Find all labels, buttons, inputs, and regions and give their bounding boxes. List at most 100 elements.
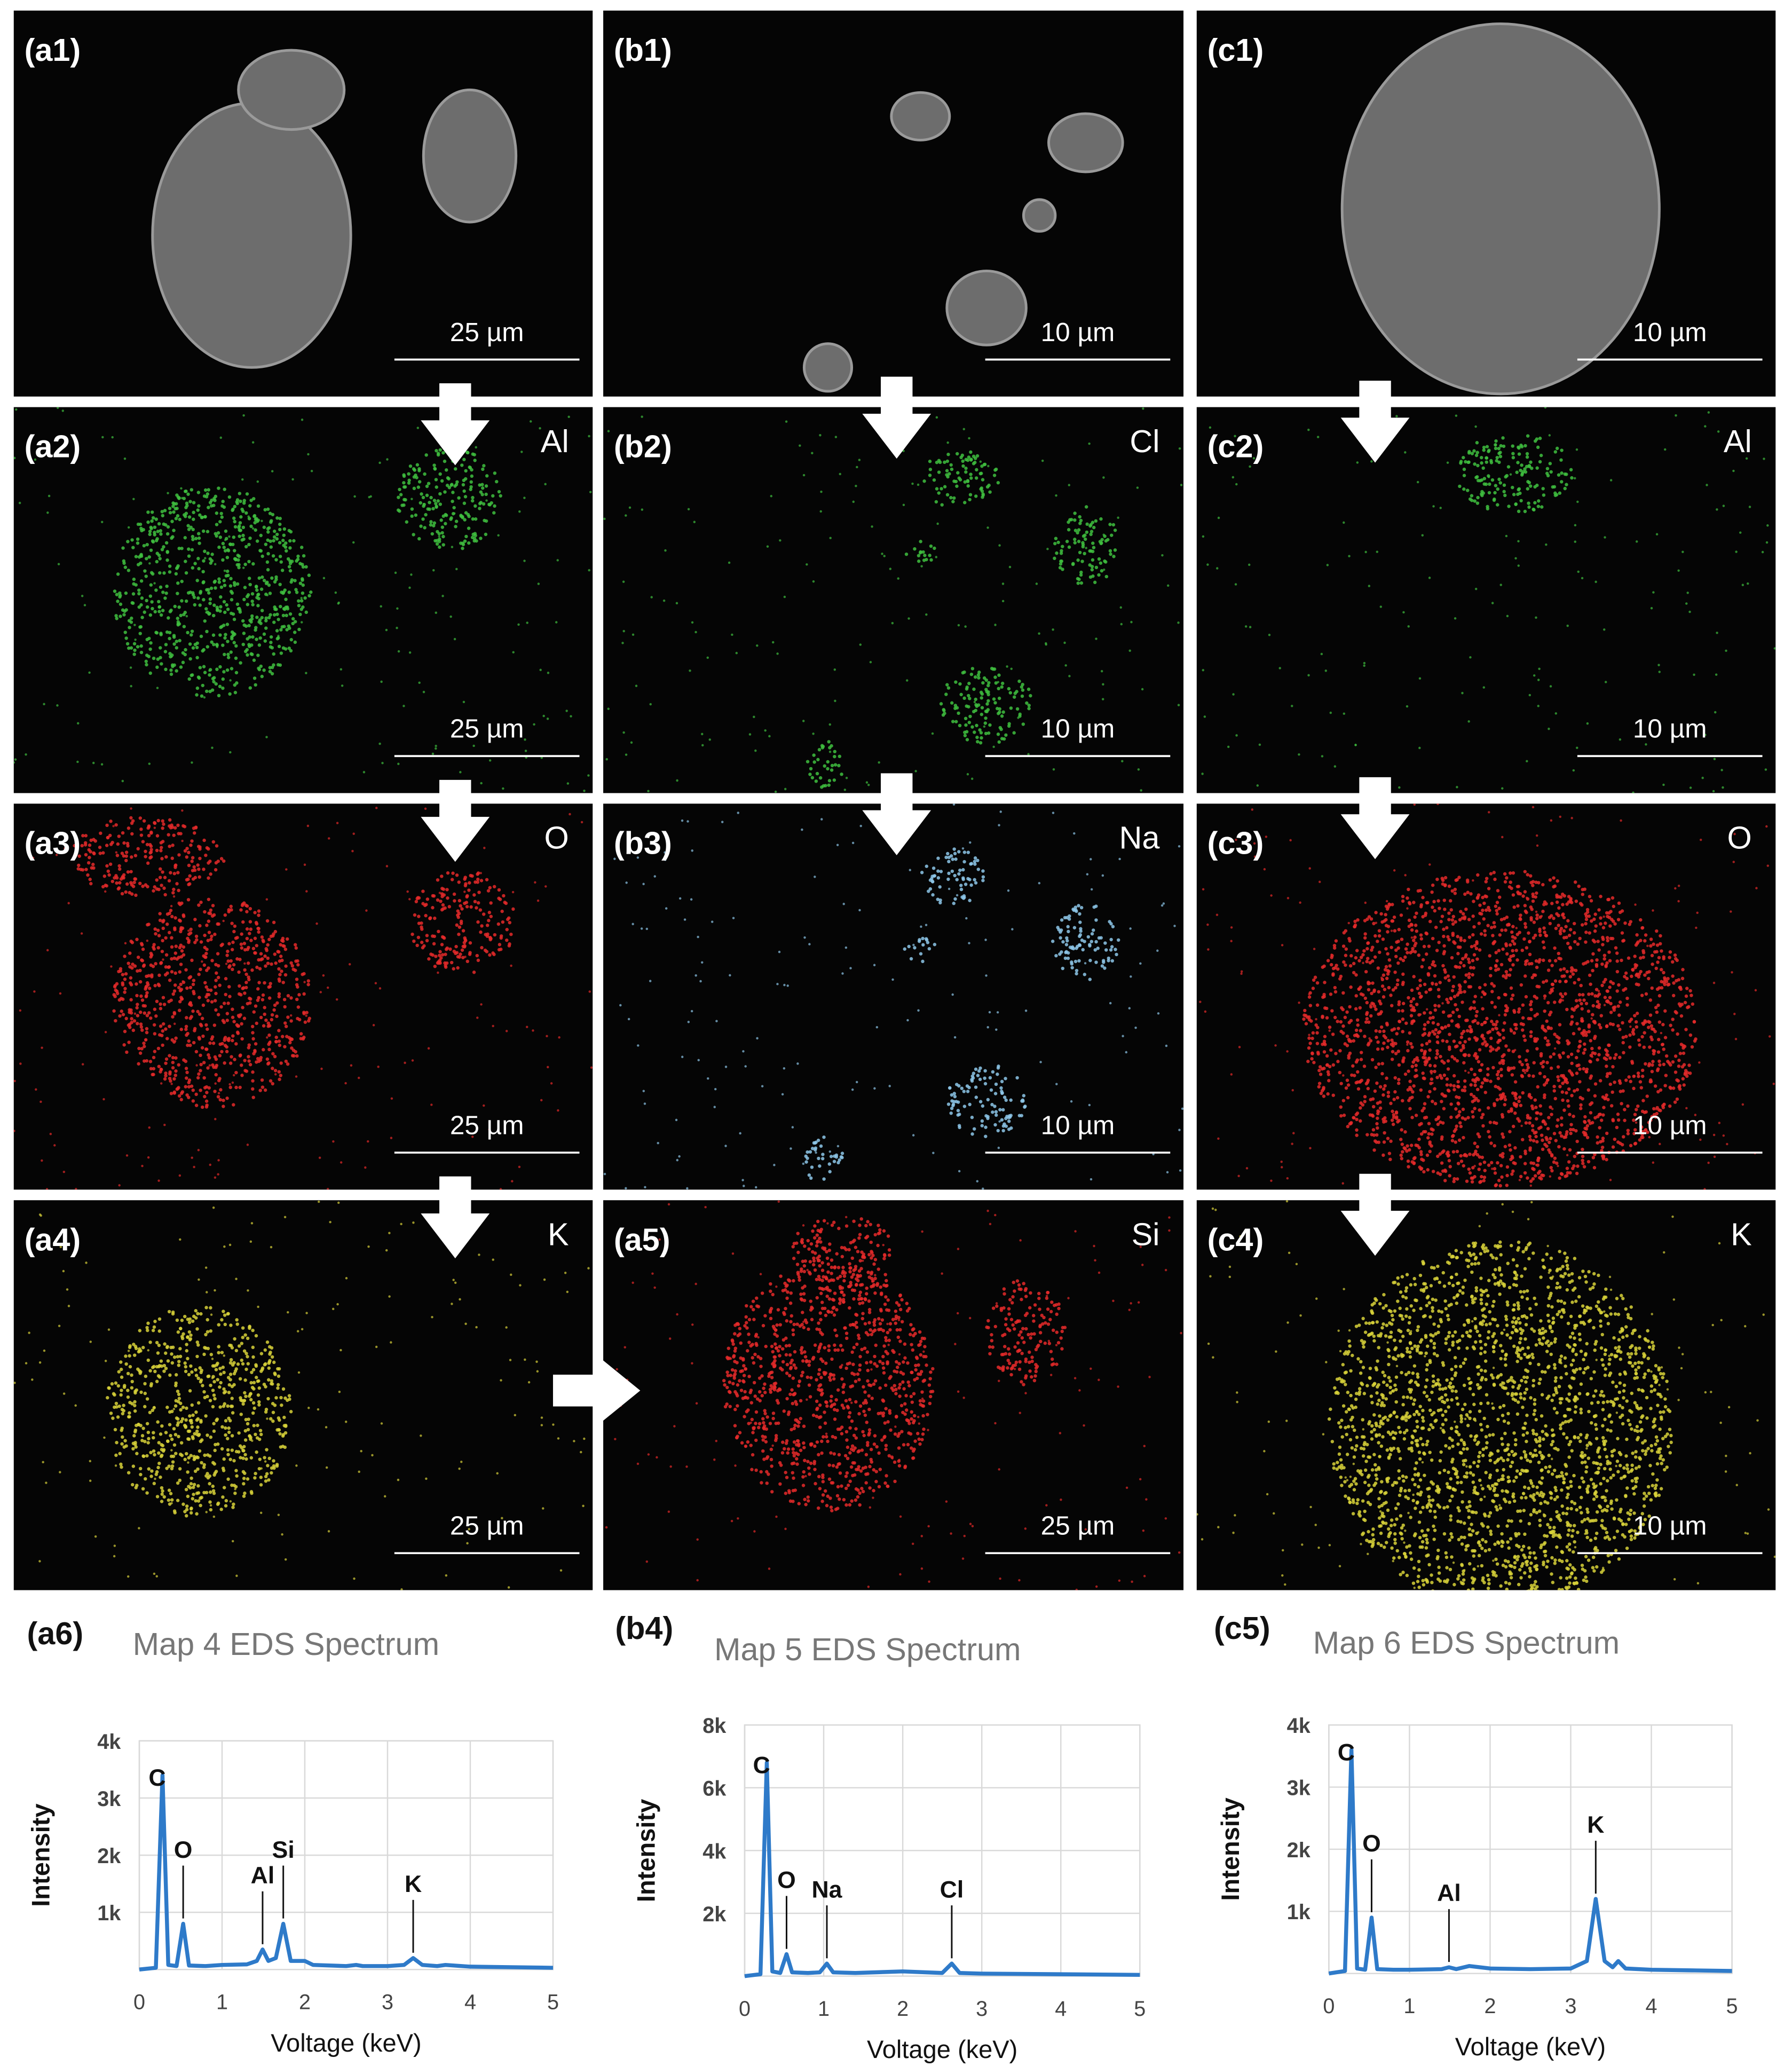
noise-dot — [979, 460, 982, 463]
signal-dot — [1671, 974, 1675, 978]
noise-dot — [1137, 768, 1140, 771]
noise-dot — [555, 621, 558, 624]
signal-dot — [982, 463, 986, 467]
signal-dot — [446, 871, 450, 875]
noise-dot — [41, 1046, 43, 1049]
signal-dot — [293, 630, 297, 634]
signal-dot — [1091, 558, 1095, 562]
signal-dot — [1465, 1029, 1470, 1033]
signal-dot — [1352, 971, 1356, 975]
signal-dot — [975, 736, 979, 739]
signal-dot — [248, 932, 251, 935]
signal-dot — [1079, 927, 1083, 931]
signal-dot — [1590, 959, 1594, 963]
signal-dot — [218, 1042, 222, 1046]
signal-dot — [1073, 541, 1077, 545]
signal-dot — [465, 894, 469, 898]
noise-dot — [1763, 458, 1765, 460]
signal-dot — [1487, 474, 1490, 478]
signal-dot — [306, 983, 310, 987]
signal-dot — [462, 458, 466, 461]
signal-dot — [944, 692, 948, 696]
signal-dot — [407, 478, 411, 482]
signal-dot — [1397, 928, 1401, 932]
noise-dot — [1209, 426, 1212, 429]
signal-dot — [215, 844, 219, 848]
noise-dot — [462, 700, 465, 704]
signal-dot — [809, 767, 813, 771]
signal-dot — [970, 1115, 974, 1119]
noise-dot — [650, 596, 653, 598]
signal-dot — [244, 972, 248, 976]
signal-dot — [266, 507, 270, 511]
signal-dot — [204, 951, 208, 956]
noise-dot — [1379, 605, 1383, 608]
noise-dot — [232, 1074, 235, 1077]
signal-dot — [102, 874, 107, 878]
signal-dot — [1671, 1028, 1675, 1032]
signal-dot — [959, 692, 963, 697]
noise-dot — [1717, 430, 1720, 433]
particle — [237, 49, 346, 131]
signal-dot — [248, 635, 251, 639]
signal-dot — [280, 969, 283, 973]
signal-dot — [931, 866, 936, 870]
element-label: Cl — [1130, 423, 1159, 459]
signal-dot — [139, 625, 143, 629]
signal-dot — [159, 532, 163, 536]
noise-dot — [1328, 1029, 1331, 1032]
signal-dot — [511, 907, 515, 911]
signal-dot — [207, 876, 210, 880]
signal-dot — [979, 731, 983, 735]
signal-dot — [153, 885, 156, 889]
signal-dot — [1579, 1107, 1583, 1110]
signal-dot — [1380, 1047, 1385, 1051]
signal-dot — [978, 1077, 982, 1082]
signal-dot — [978, 728, 982, 732]
signal-dot — [238, 984, 241, 988]
signal-dot — [1538, 460, 1542, 464]
signal-dot — [1427, 944, 1431, 948]
signal-dot — [454, 483, 459, 486]
signal-dot — [296, 1016, 299, 1021]
noise-dot — [322, 577, 326, 580]
signal-dot — [187, 850, 191, 855]
signal-dot — [821, 1153, 825, 1156]
signal-dot — [1394, 1111, 1399, 1115]
signal-dot — [252, 658, 256, 662]
noise-dot — [1748, 506, 1751, 508]
signal-dot — [279, 955, 283, 958]
signal-dot — [239, 1063, 243, 1067]
signal-dot — [207, 897, 211, 902]
noise-dot — [1773, 647, 1776, 650]
signal-dot — [973, 675, 977, 679]
signal-dot — [165, 922, 169, 926]
signal-dot — [169, 672, 173, 676]
signal-dot — [156, 946, 160, 950]
noise-dot — [352, 541, 355, 544]
signal-dot — [412, 533, 415, 537]
signal-dot — [1485, 456, 1488, 460]
noise-dot — [410, 573, 413, 576]
signal-dot — [1616, 1118, 1621, 1122]
signal-dot — [200, 694, 204, 698]
noise-dot — [1286, 897, 1290, 900]
signal-dot — [227, 495, 232, 499]
signal-dot — [1059, 551, 1063, 555]
noise-dot — [48, 494, 51, 498]
signal-dot — [187, 1039, 191, 1043]
signal-dot — [295, 1054, 299, 1058]
noise-dot — [26, 843, 29, 847]
signal-dot — [123, 987, 127, 991]
noise-dot — [772, 641, 775, 644]
signal-dot — [204, 1023, 208, 1027]
signal-dot — [1633, 955, 1637, 958]
signal-dot — [270, 665, 274, 669]
signal-dot — [1345, 1010, 1349, 1014]
signal-dot — [221, 541, 225, 546]
noise-dot — [1604, 681, 1607, 683]
noise-dot — [693, 521, 696, 524]
signal-dot — [177, 956, 181, 959]
signal-dot — [1027, 704, 1031, 707]
signal-dot — [257, 576, 261, 580]
